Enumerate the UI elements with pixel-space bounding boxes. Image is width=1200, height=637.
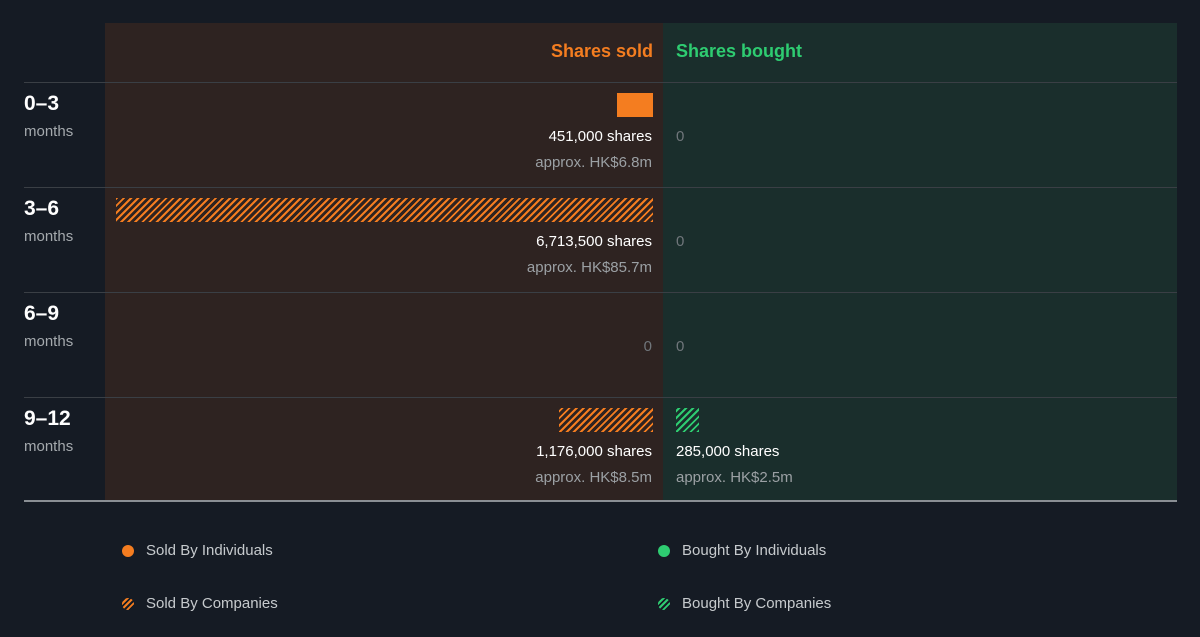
sold-by-companies-bar [559,408,653,432]
bought-approx-value: approx. HK$2.5m [676,469,793,486]
sold-shares-value: 0 [643,338,652,355]
hatched-swatch-icon [122,598,134,610]
row-divider [24,82,1177,83]
sold-by-companies-bar [116,198,653,222]
bought-by-companies-bar [676,408,699,432]
sold-shares-value: 451,000 shares [548,128,652,145]
sold-approx-value: approx. HK$85.7m [526,259,652,276]
bought-shares-value: 0 [676,233,685,250]
sold-shares-value: 1,176,000 shares [536,443,652,460]
shares-bought-panel [663,23,1177,501]
legend-label: Sold By Individuals [146,542,273,559]
period-unit: months [24,123,74,140]
legend-label: Bought By Individuals [682,542,827,559]
shares-sold-header: Shares sold [550,41,653,61]
legend-label: Sold By Companies [146,595,278,612]
period-range: 6–9 [24,302,60,325]
bought-shares-value: 0 [676,128,685,145]
sold-shares-value: 6,713,500 shares [536,233,652,250]
row-divider [24,397,1177,398]
period-range: 3–6 [24,197,60,220]
sold-approx-value: approx. HK$8.5m [535,469,652,486]
period-label: 9–12 months [24,406,73,457]
legend-label: Bought By Companies [682,595,832,612]
period-label: 6–9 months [24,301,73,352]
sold-approx-value: approx. HK$6.8m [535,154,652,171]
dot-swatch-icon [658,545,670,557]
row-divider [24,187,1177,188]
shares-bought-header: Shares bought [676,41,803,61]
period-unit: months [24,228,74,245]
row-divider [24,292,1177,293]
bought-shares-value: 0 [676,338,685,355]
hatched-swatch-icon [658,598,670,610]
period-unit: months [24,438,74,455]
period-range: 9–12 [24,407,71,430]
dot-swatch-icon [122,545,134,557]
bought-shares-value: 285,000 shares [676,443,780,460]
period-label: 3–6 months [24,196,73,247]
period-range: 0–3 [24,92,60,115]
period-unit: months [24,333,74,350]
chart-baseline [24,500,1177,502]
sold-by-individuals-bar [617,93,653,117]
period-label: 0–3 months [24,91,73,142]
